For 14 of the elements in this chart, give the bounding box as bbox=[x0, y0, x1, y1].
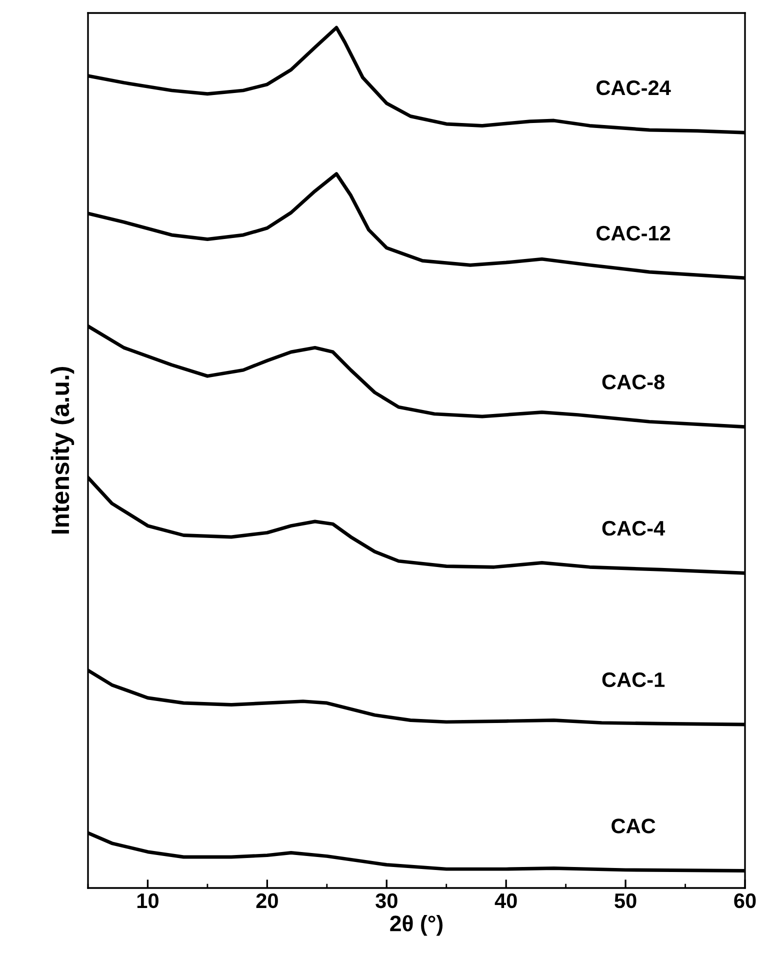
x-tick-label: 50 bbox=[614, 893, 636, 908]
series-label: CAC-1 bbox=[602, 672, 665, 688]
series-label: CAC bbox=[612, 818, 656, 834]
series-label: CAC-4 bbox=[602, 520, 666, 536]
x-tick-label: 20 bbox=[256, 893, 278, 908]
y-axis-title: Intensity (a.u.) bbox=[50, 367, 74, 534]
x-tick-label: 30 bbox=[376, 893, 398, 908]
x-tick-label: 40 bbox=[494, 893, 517, 908]
series-label: CAC-12 bbox=[596, 226, 670, 241]
x-tick-label: 10 bbox=[137, 893, 158, 908]
x-axis-title: 2θ (°) bbox=[390, 915, 443, 936]
series-label: CAC-24 bbox=[596, 80, 671, 96]
series-label: CAC-8 bbox=[602, 374, 664, 390]
x-tick-label: 60 bbox=[734, 893, 756, 908]
